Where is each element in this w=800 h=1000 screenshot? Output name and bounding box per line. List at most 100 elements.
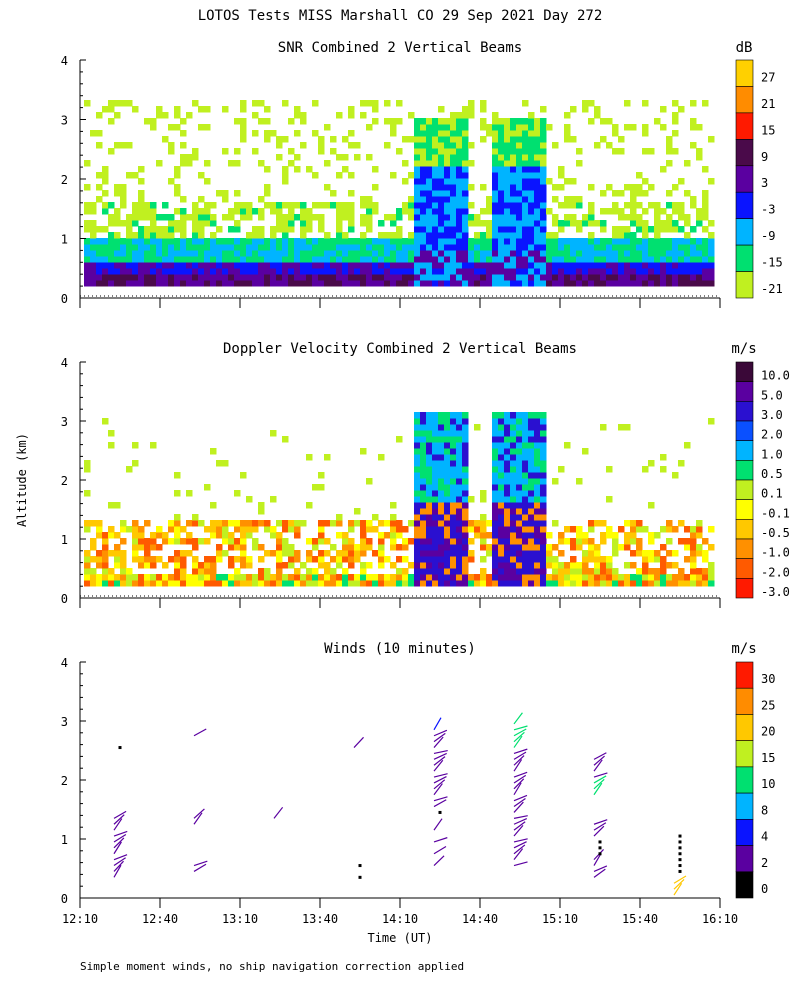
doppler-heatmap-cell [216,520,223,527]
snr-heatmap-cell [372,118,379,125]
snr-heatmap-cell [576,238,583,245]
doppler-heatmap-cell [678,538,685,545]
winds-x-tick-label: 12:40 [142,912,178,926]
doppler-heatmap-cell [258,574,265,581]
doppler-heatmap-cell [498,544,505,551]
doppler-heatmap-cell [660,466,667,473]
snr-heatmap-cell [90,220,97,227]
doppler-heatmap-cell [210,532,217,539]
doppler-heatmap-cell [594,562,601,569]
doppler-heatmap-cell [396,568,403,575]
snr-heatmap-cell [444,130,451,137]
snr-heatmap-cell [654,208,661,215]
snr-heatmap-cell [648,148,655,155]
doppler-heatmap-cell [606,556,613,563]
snr-heatmap-cell [594,274,601,281]
doppler-heatmap-cell [426,574,433,581]
doppler-heatmap-cell [444,472,451,479]
doppler-heatmap-cell [666,526,673,533]
doppler-heatmap-cell [444,538,451,545]
snr-heatmap-cell [300,220,307,227]
doppler-heatmap-cell [510,520,517,527]
snr-heatmap-cell [540,196,547,203]
snr-heatmap-cell [282,178,289,185]
snr-heatmap-cell [378,250,385,257]
doppler-heatmap-cell [492,580,499,587]
doppler-heatmap-cell [420,496,427,503]
snr-heatmap-cell [564,220,571,227]
doppler-heatmap-cell [420,514,427,521]
doppler-heatmap-cell [414,472,421,479]
snr-heatmap-cell [336,268,343,275]
snr-heatmap-cell [504,154,511,161]
snr-heatmap-cell [306,262,313,269]
snr-heatmap-cell [102,274,109,281]
snr-heatmap-cell [162,268,169,275]
doppler-heatmap-cell [150,544,157,551]
snr-heatmap-cell [276,136,283,143]
doppler-heatmap-cell [480,520,487,527]
snr-heatmap-cell [258,208,265,215]
snr-heatmap-cell [534,178,541,185]
wind-barb [513,848,524,861]
snr-heatmap-cell [306,166,313,173]
doppler-heatmap-cell [510,502,517,509]
snr-heatmap-cell [570,106,577,113]
snr-heatmap-cell [420,148,427,155]
doppler-heatmap-cell [138,532,145,539]
doppler-heatmap-cell [510,430,517,437]
snr-heatmap-cell [126,280,133,287]
snr-heatmap-cell [498,250,505,257]
doppler-heatmap-cell [516,574,523,581]
wind-barb [513,731,525,743]
doppler-heatmap-cell [204,574,211,581]
snr-heatmap-cell [252,100,259,107]
snr-heatmap-cell [570,196,577,203]
doppler-heatmap-cell [450,454,457,461]
snr-heatmap-cell [492,148,499,155]
snr-heatmap-cell [432,280,439,287]
doppler-heatmap-cell [390,532,397,539]
snr-heatmap-cell [462,142,469,149]
snr-heatmap-cell [354,238,361,245]
snr-colorbar-label: 21 [761,97,775,111]
snr-heatmap-cell [138,244,145,251]
snr-heatmap-cell [420,256,427,263]
doppler-colorbar-swatch [735,361,754,382]
snr-heatmap-cell [582,268,589,275]
snr-heatmap-cell [492,136,499,143]
doppler-heatmap-cell [360,580,367,587]
doppler-heatmap-cell [438,580,445,587]
snr-heatmap-cell [546,268,553,275]
doppler-heatmap-cell [648,532,655,539]
snr-heatmap-cell [450,262,457,269]
snr-heatmap-cell [534,166,541,173]
wind-barb [193,728,207,737]
snr-heatmap-cell [618,226,625,233]
snr-heatmap-cell [696,148,703,155]
doppler-heatmap-cell [414,568,421,575]
doppler-heatmap-cell [252,580,259,587]
doppler-heatmap-cell [324,580,331,587]
doppler-heatmap-cell [498,538,505,545]
snr-heatmap-cell [240,280,247,287]
doppler-heatmap-cell [276,562,283,569]
doppler-heatmap-cell [420,562,427,569]
doppler-heatmap-cell [450,436,457,443]
snr-heatmap-cell [102,256,109,263]
doppler-heatmap-cell [636,538,643,545]
doppler-heatmap-cell [240,550,247,557]
snr-heatmap-cell [558,172,565,179]
snr-heatmap-cell [708,136,715,143]
snr-heatmap-cell [444,202,451,209]
snr-heatmap-cell [144,280,151,287]
doppler-heatmap-cell [462,502,469,509]
doppler-heatmap-cell [498,454,505,461]
snr-heatmap-cell [390,172,397,179]
snr-heatmap-cell [366,100,373,107]
snr-heatmap-cell [312,130,319,137]
snr-heatmap-cell [132,220,139,227]
snr-heatmap-cell [264,262,271,269]
snr-heatmap-cell [540,262,547,269]
doppler-heatmap-cell [480,490,487,497]
